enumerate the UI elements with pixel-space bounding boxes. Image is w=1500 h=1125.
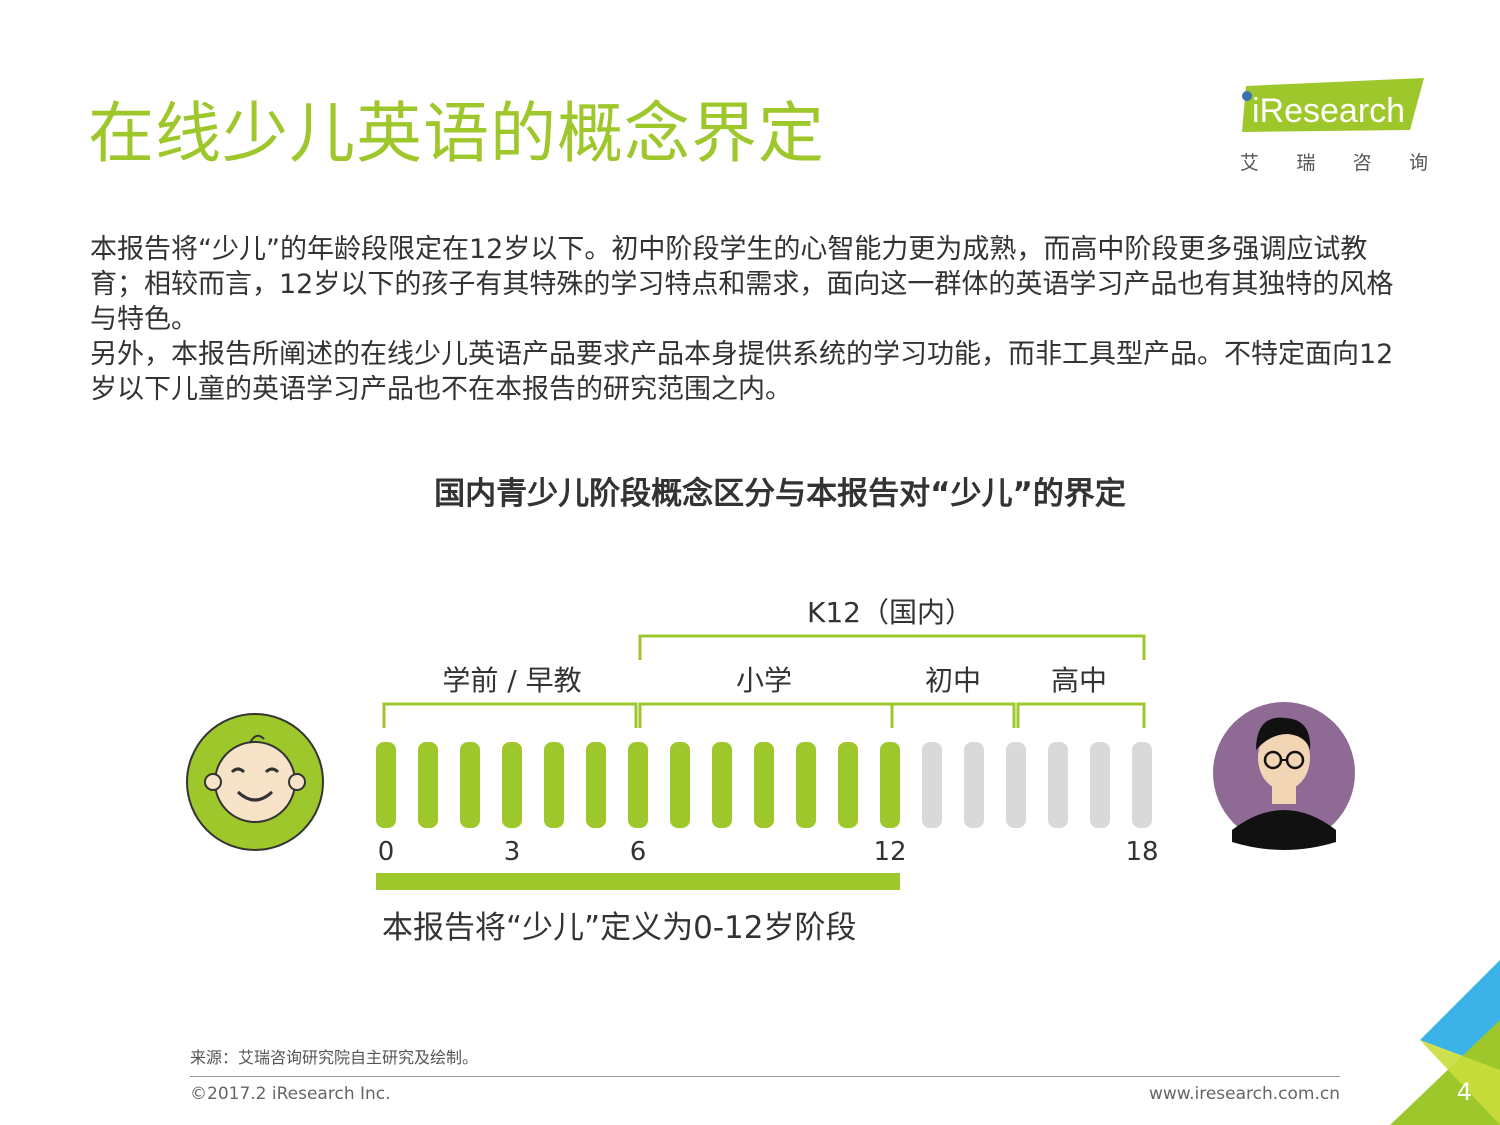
logo-char: 艾	[1240, 152, 1260, 174]
age-bar	[502, 742, 522, 828]
age-bar	[796, 742, 816, 828]
diagram-title: 国内青少儿阶段概念区分与本报告对“少儿”的界定	[434, 476, 1126, 512]
iresearch-logo: iResearch 艾 瑞 咨 询	[1238, 78, 1428, 178]
page-number: 4	[1456, 1078, 1472, 1106]
age-tick-label: 3	[504, 837, 521, 867]
k12-label: K12（国内）	[807, 596, 973, 629]
logo-chinese-name: 艾 瑞 咨 询	[1240, 148, 1428, 175]
stage-bracket	[382, 702, 638, 728]
page-title: 在线少儿英语的概念界定	[88, 95, 825, 172]
source-note: 来源：艾瑞咨询研究院自主研究及绘制。	[190, 1048, 479, 1067]
age-bar	[964, 742, 984, 828]
age-bar	[922, 742, 942, 828]
logo-char: 瑞	[1296, 152, 1316, 174]
intro-paragraph-2: 另外，本报告所阐述的在线少儿英语产品要求产品本身提供系统的学习功能，而非工具型产…	[90, 339, 1394, 405]
stage-bracket	[638, 702, 894, 728]
age-bar	[544, 742, 564, 828]
logo-char: 询	[1408, 152, 1428, 174]
teenager-icon	[1213, 702, 1355, 850]
definition-text: 本报告将“少儿”定义为0-12岁阶段	[382, 910, 856, 946]
logo-banner: iResearch	[1242, 78, 1424, 132]
age-bar	[670, 742, 690, 828]
baby-icon	[186, 713, 324, 851]
intro-text: 本报告将“少儿”的年龄段限定在12岁以下。初中阶段学生的心智能力更为成熟，而高中…	[90, 232, 1420, 407]
age-bar	[712, 742, 732, 828]
stage-label: 初中	[925, 664, 981, 697]
age-tick-label: 0	[378, 837, 395, 867]
website-url: www.iresearch.com.cn	[1148, 1084, 1340, 1104]
stage-label: 学前 / 早教	[442, 664, 581, 697]
copyright: ©2017.2 iResearch Inc.	[190, 1084, 391, 1104]
age-bar	[754, 742, 774, 828]
age-bar	[1132, 742, 1152, 828]
age-bar	[418, 742, 438, 828]
age-bar	[1090, 742, 1110, 828]
age-bar	[376, 742, 396, 828]
corner-decoration	[1390, 960, 1500, 1125]
age-tick-label: 18	[1125, 837, 1158, 867]
age-bar	[1006, 742, 1026, 828]
intro-paragraph-1: 本报告将“少儿”的年龄段限定在12岁以下。初中阶段学生的心智能力更为成熟，而高中…	[90, 234, 1394, 335]
stage-bracket	[1016, 702, 1146, 728]
age-bar	[628, 742, 648, 828]
age-tick-label: 6	[630, 837, 647, 867]
stage-label: 小学	[736, 664, 792, 697]
age-bar	[460, 742, 480, 828]
definition-range-bar	[376, 873, 900, 890]
age-stage-diagram: 0 3 6 12 18 学前 / 早教 小学 初中 高中 K12（国内） 本报告将“少儿”定义为0-…	[186, 596, 1355, 946]
logo-brand-text: iResearch	[1252, 92, 1405, 130]
stage-label: 高中	[1051, 664, 1107, 697]
stage-bracket	[890, 702, 1016, 728]
age-bar	[1048, 742, 1068, 828]
age-bar	[838, 742, 858, 828]
age-tick-label: 12	[873, 837, 906, 867]
age-bar	[586, 742, 606, 828]
age-bar	[880, 742, 900, 828]
footer-divider	[190, 1076, 1340, 1077]
logo-char: 咨	[1352, 152, 1372, 174]
k12-bracket	[638, 634, 1146, 660]
